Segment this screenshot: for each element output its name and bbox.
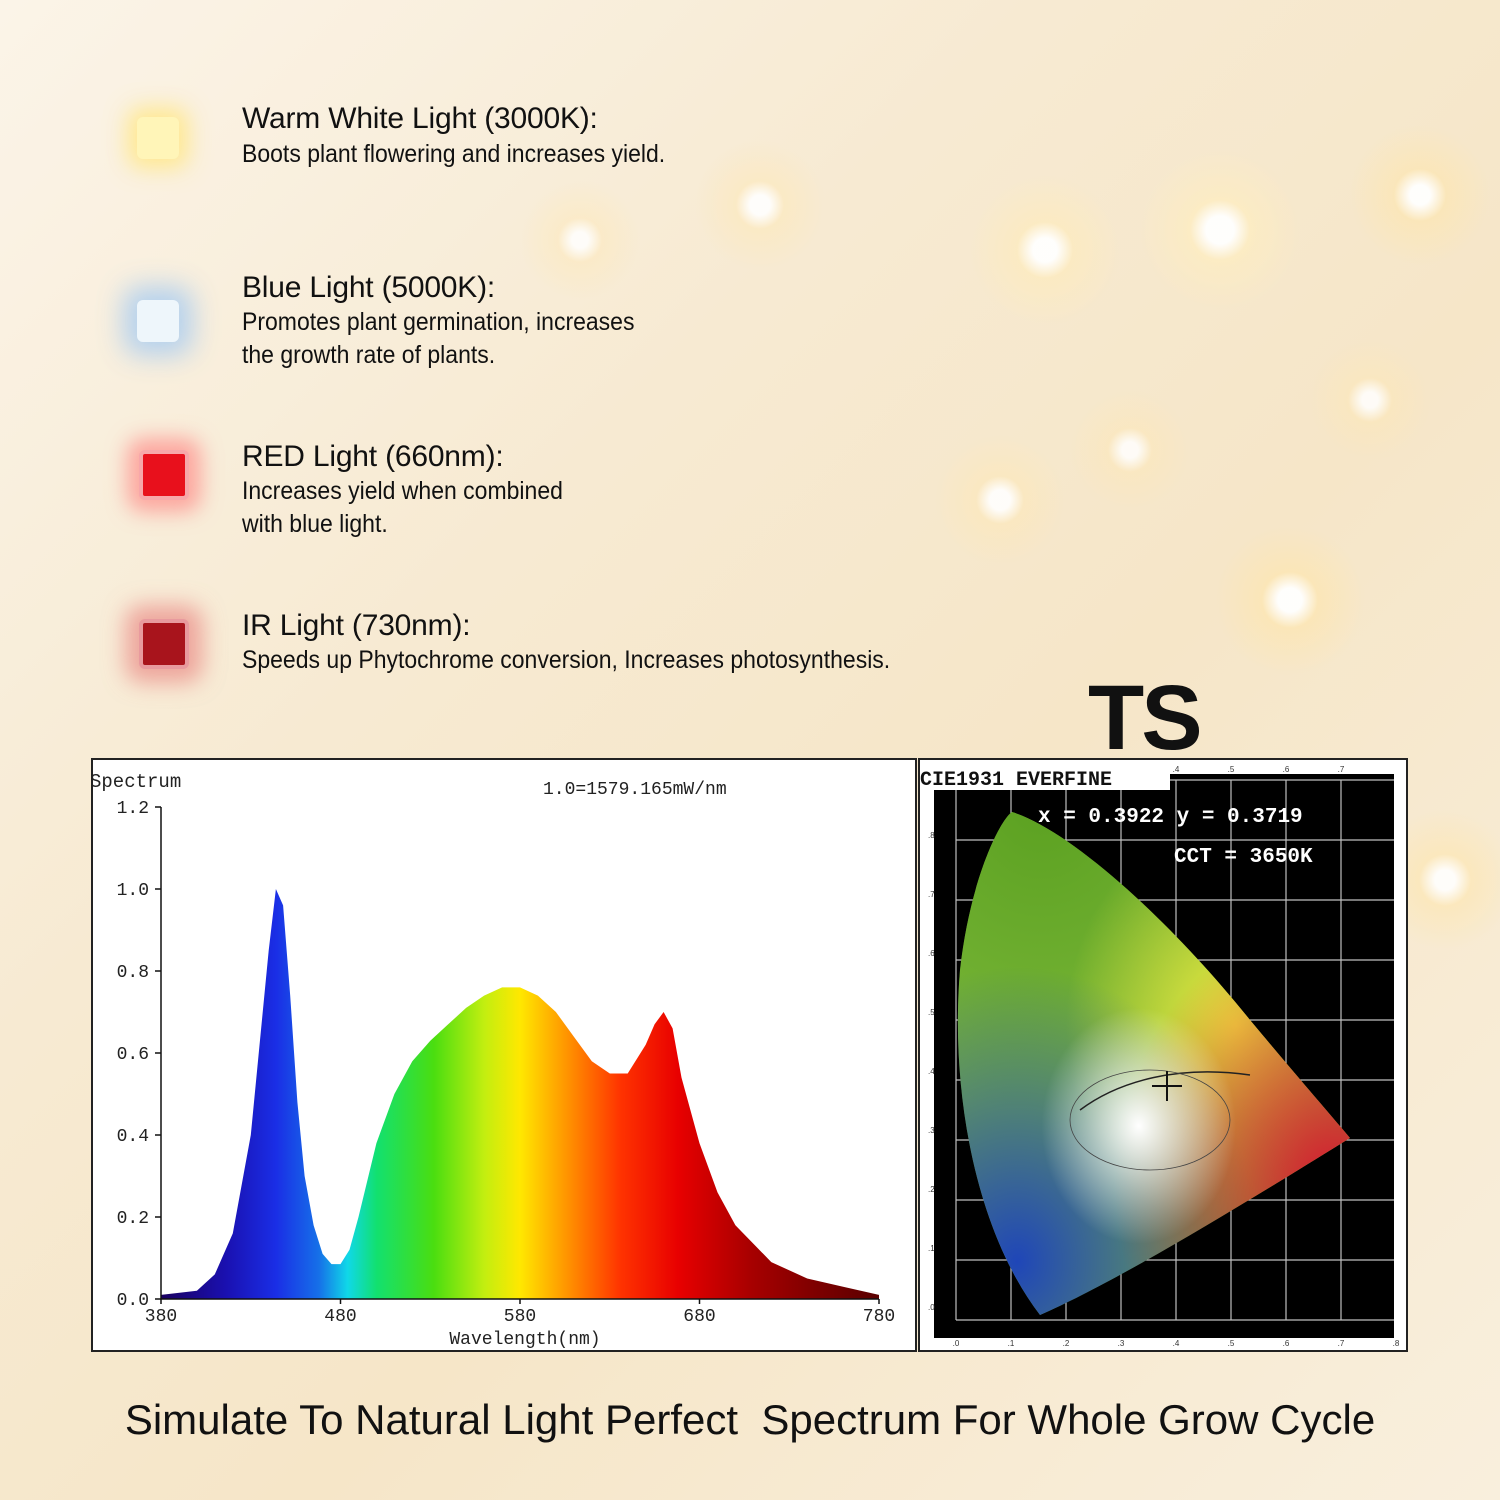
- cie-x-tick-label: .4: [1173, 1339, 1180, 1348]
- cie-y-tick-label: .4: [928, 1067, 935, 1076]
- x-tick-label: 380: [145, 1307, 177, 1327]
- scale-note: 1.0=1579.165mW/nm: [543, 780, 727, 800]
- x-axis-label: Wavelength(nm): [449, 1330, 600, 1350]
- cct-readout: CCT = 3650K: [1174, 846, 1313, 869]
- spectrum-label: Spectrum: [93, 771, 181, 793]
- cie-top-tick-label: .7: [1338, 765, 1345, 774]
- cie-diagram: CIE1931 EVERFINE x = 0.3922 y = 0.3719 C…: [920, 764, 1400, 1348]
- x-tick-label: 580: [504, 1307, 536, 1327]
- blue-led-icon: [137, 300, 179, 342]
- feature-red: RED Light (660nm): Increases yield when …: [0, 438, 1000, 568]
- y-tick-label: 1.2: [117, 799, 149, 819]
- warm-white-led-icon: [137, 117, 179, 159]
- cie-x-tick-label: .7: [1338, 1339, 1345, 1348]
- cie-y-tick-label: .1: [928, 1244, 935, 1253]
- cie-y-tick-label: .5: [928, 1008, 935, 1017]
- feature-ir: IR Light (730nm): Speeds up Phytochrome …: [0, 607, 1000, 737]
- planckian-locus: [1079, 1071, 1251, 1111]
- y-tick-label: 0.4: [117, 1127, 149, 1147]
- cie-x-tick-label: .0: [953, 1339, 960, 1348]
- brand-logo: TS: [1088, 667, 1203, 769]
- cie-top-tick-label: .6: [1283, 765, 1290, 774]
- measurement-crosshair: [1152, 1071, 1182, 1101]
- cie-top-tick-label: .4: [1173, 765, 1180, 774]
- cie-y-tick-label: .2: [928, 1185, 935, 1194]
- feature-description: Promotes plant germination, increases th…: [242, 308, 635, 369]
- cie-y-tick-label: .7: [928, 890, 935, 899]
- y-tick-label: 0.0: [117, 1291, 149, 1311]
- cie-y-tick-label: .8: [928, 831, 935, 840]
- feature-blue: Blue Light (5000K): Promotes plant germi…: [0, 269, 1000, 399]
- cie-title: CIE1931 EVERFINE: [920, 769, 1112, 792]
- cie-y-tick-label: .0: [928, 1303, 935, 1312]
- x-tick-label: 680: [683, 1307, 715, 1327]
- x-tick-label: 780: [863, 1307, 895, 1327]
- feature-title: IR Light (730nm):: [242, 609, 471, 642]
- feature-description: Speeds up Phytochrome conversion, Increa…: [242, 646, 891, 674]
- feature-title: RED Light (660nm):: [242, 440, 504, 473]
- cie-x-tick-label: .6: [1283, 1339, 1290, 1348]
- feature-title: Blue Light (5000K):: [242, 271, 496, 304]
- cie-x-tick-label: .1: [1008, 1339, 1015, 1348]
- spectrum-chart-panel: 0.0 0.2 0.4 0.6 0.8 1.0 1.2 380 480 580 680 780 Spe…: [90, 758, 917, 1352]
- y-tick-label: 0.2: [117, 1209, 149, 1229]
- x-tick-label: 480: [324, 1307, 356, 1327]
- feature-description: Increases yield when combined with blue …: [242, 477, 563, 538]
- ir-led-icon: [139, 619, 189, 669]
- feature-warm-white: Warm White Light (3000K): Boots plant fl…: [0, 100, 1000, 230]
- cie-y-tick-label: .6: [928, 949, 935, 958]
- y-tick-label: 0.8: [117, 963, 149, 983]
- cie-y-tick-label: .3: [928, 1126, 935, 1135]
- feature-title: Warm White Light (3000K):: [242, 102, 598, 135]
- cie-top-tick-label: .5: [1228, 765, 1235, 774]
- cie-diagram-panel: CIE1931 EVERFINE x = 0.3922 y = 0.3719 C…: [918, 758, 1408, 1352]
- feature-description: Boots plant flowering and increases yiel…: [242, 140, 666, 168]
- footer-tagline: Simulate To Natural Light Perfect Spectr…: [124, 1396, 1376, 1443]
- cie-xy-readout: x = 0.3922 y = 0.3719: [1038, 806, 1303, 829]
- spectrum-area: [161, 889, 879, 1299]
- cie-x-tick-label: .3: [1118, 1339, 1125, 1348]
- y-tick-label: 1.0: [117, 881, 149, 901]
- cie-x-tick-label: .5: [1228, 1339, 1235, 1348]
- cie-x-tick-label: .2: [1063, 1339, 1070, 1348]
- y-tick-label: 0.6: [117, 1045, 149, 1065]
- cie-x-tick-label: .8: [1393, 1339, 1400, 1348]
- spectrum-chart: 0.0 0.2 0.4 0.6 0.8 1.0 1.2 380 480 580 680 780 Spe…: [90, 771, 895, 1350]
- red-led-icon: [139, 450, 189, 500]
